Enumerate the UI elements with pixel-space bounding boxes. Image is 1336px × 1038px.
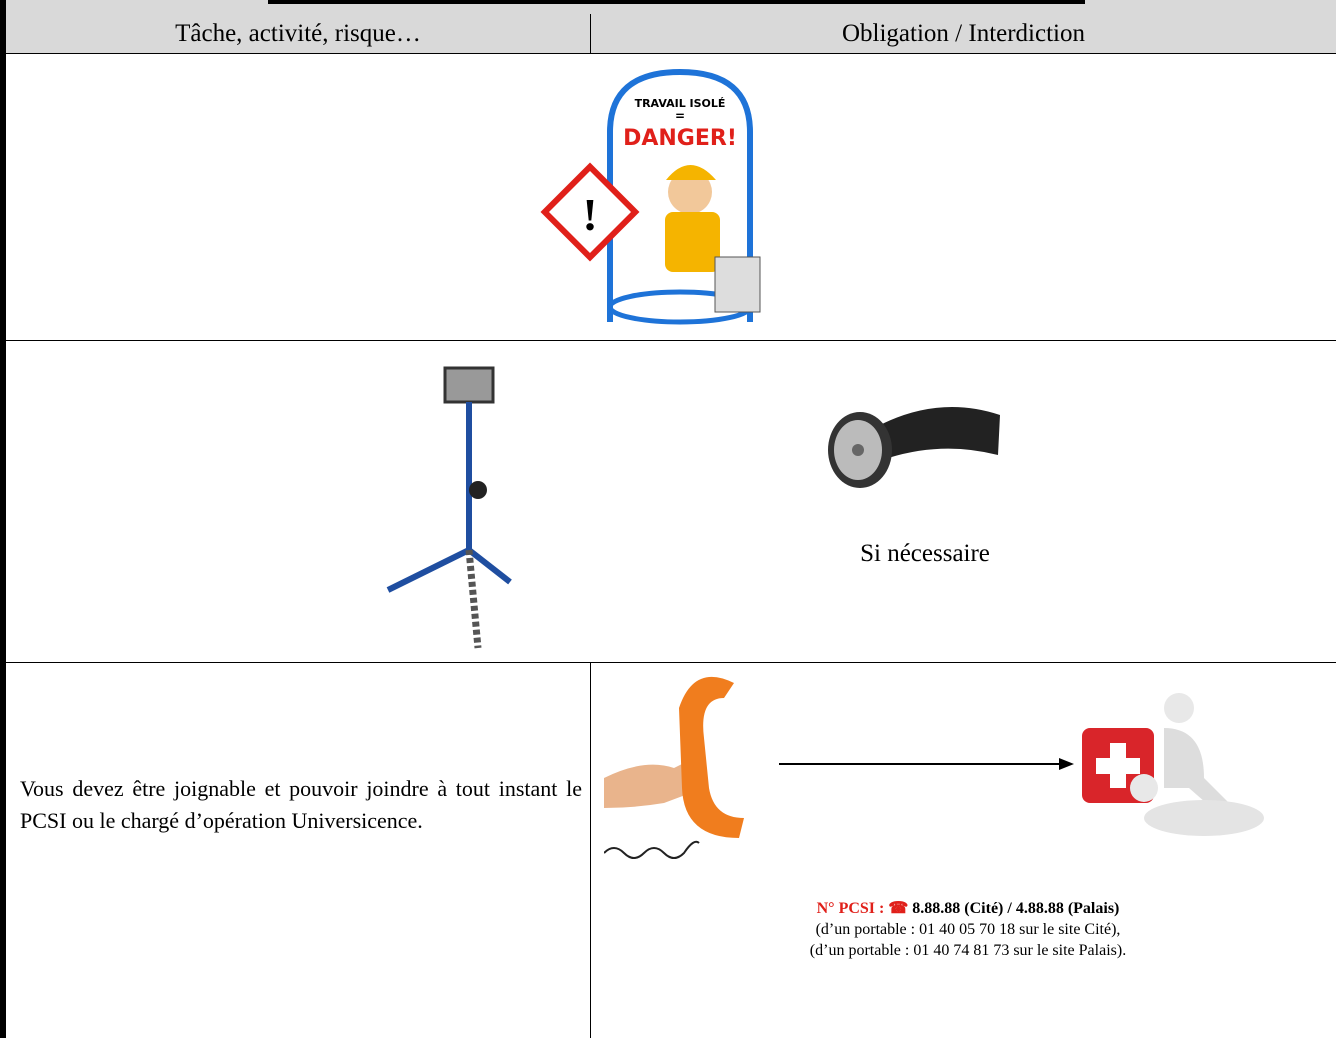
- mobile-line: (d’un portable : 01 40 05 70 18 sur le s…: [815, 921, 1121, 938]
- headlamp: [828, 407, 1000, 488]
- poster-text: =: [675, 109, 685, 123]
- poster-text: DANGER!: [623, 126, 737, 151]
- header-cell: Tâche, activité, risque…: [6, 14, 590, 54]
- header-cell: Obligation / Interdiction: [591, 14, 1336, 54]
- isolated-work-poster: TRAVAIL ISOLÉ = DANGER! !: [540, 68, 761, 325]
- left-border: [0, 0, 6, 1038]
- rule: [590, 662, 591, 1038]
- icon: !: [582, 189, 597, 240]
- caption: Si nécessaire: [860, 540, 990, 567]
- pcsi-numbers: 8.88.88 (Cité) / 4.88.88 (Palais): [912, 900, 1120, 917]
- poster-text: TRAVAIL ISOLÉ: [635, 97, 726, 110]
- work-lamp: [386, 366, 512, 649]
- instruction-text: Vous devez être joignable et pouvoir joi…: [20, 776, 582, 833]
- mobile-line: (d’un portable : 01 40 74 81 73 sur le s…: [809, 942, 1127, 959]
- pcsi-label: N° PCSI :: [816, 900, 885, 917]
- title-bar: [268, 0, 1085, 4]
- rule: [0, 662, 1336, 663]
- pcsi-line: N° PCSI : ☎ 8.88.88 (Cité) / 4.88.88 (Pa…: [600, 898, 1336, 919]
- phone-icon: ☎: [888, 900, 909, 917]
- contact-block: N° PCSI : ☎ 8.88.88 (Cité) / 4.88.88 (Pa…: [600, 898, 1336, 961]
- rule: [590, 14, 591, 54]
- rule: [0, 340, 1336, 341]
- contact-illustration: [604, 676, 1264, 859]
